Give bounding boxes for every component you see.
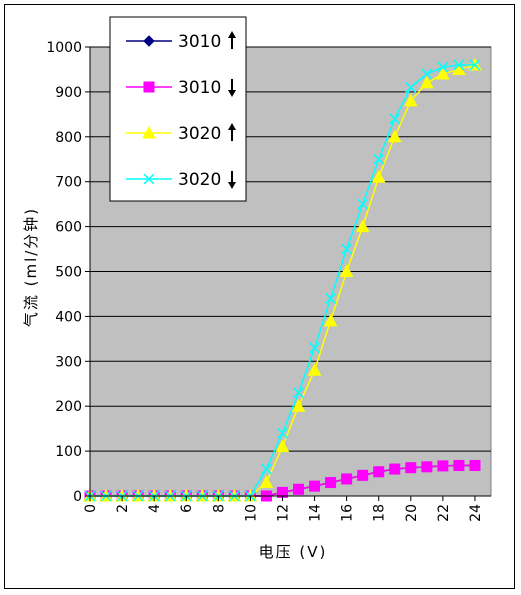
x-tick-label-6: 6: [179, 504, 195, 513]
x-tick-label-12: 12: [275, 504, 291, 522]
y-tick-label-200: 200: [55, 399, 82, 415]
series-3020-down-point: [309, 342, 321, 354]
arrow-up-head-icon: [228, 31, 236, 38]
series-3020-up-point: [323, 313, 338, 327]
y-tick-label-400: 400: [55, 309, 82, 325]
x-tick-label-8: 8: [211, 504, 227, 513]
y-tick-label-700: 700: [55, 175, 82, 191]
series-3020-down-point: [373, 153, 385, 165]
series-3020-down-point: [260, 463, 272, 475]
legend-label: 3010: [178, 32, 221, 52]
series-3020-up-point: [371, 170, 386, 183]
x-tick-label-22: 22: [436, 504, 452, 522]
y-tick-label-300: 300: [55, 354, 82, 370]
series-3010-down-point: [293, 483, 305, 495]
x-tick-label-20: 20: [404, 504, 420, 522]
y-tick-label-900: 900: [55, 85, 82, 101]
series-3020-down-point: [276, 427, 289, 439]
legend-swatch-marker: [143, 81, 155, 93]
series-3020-up-point: [291, 399, 306, 412]
arrow-down-head-icon: [228, 182, 236, 189]
x-axis-title: 电压 (V): [259, 543, 328, 561]
series-3020-down-point: [453, 59, 465, 71]
series-3020-down-point: [341, 243, 353, 255]
series-3020-down-point: [421, 68, 433, 80]
x-tick-label-18: 18: [372, 504, 388, 522]
series-3010-down-point: [373, 466, 385, 478]
y-tick-label-800: 800: [55, 130, 82, 146]
series-3020-up-point: [259, 475, 274, 489]
y-tick-label-1000: 1000: [46, 40, 82, 56]
legend-label: 3010: [178, 78, 221, 98]
arrow-up-head-icon: [228, 123, 236, 130]
legend-label: 3020: [178, 170, 221, 190]
y-tick-label-0: 0: [73, 489, 82, 505]
series-3020-up-point: [307, 363, 322, 376]
y-tick-label-100: 100: [55, 444, 82, 460]
x-tick-label-14: 14: [308, 504, 324, 522]
y-tick-label-500: 500: [55, 265, 82, 281]
series-3020-down-point: [325, 292, 337, 304]
x-tick-label-4: 4: [147, 504, 163, 513]
series-3020-up-point: [436, 66, 450, 80]
y-axis-title: 气流 (ml/分钟): [22, 207, 40, 327]
series-3010-down-point: [437, 460, 449, 472]
series-3010-down-point: [357, 469, 369, 481]
series-3010-down-point: [405, 462, 417, 474]
series-3020-up-point: [339, 264, 354, 277]
legend-item-3010-up: 3010: [126, 31, 236, 52]
series-3020-down-point: [469, 59, 481, 71]
series-3020-down-point: [437, 61, 449, 73]
series-3010-down-point: [421, 461, 433, 473]
chart-frame: 0 100 200 300 400 500 600 700 800 900 1000 0 2 4 6 8 10 1…: [4, 4, 515, 589]
legend-swatch-marker: [142, 125, 156, 139]
series-3020-up-point: [403, 93, 418, 107]
legend-item-3020-up: 3020: [126, 123, 236, 144]
series-3020-down-point: [389, 113, 401, 125]
series-3020-down-point: [292, 387, 305, 399]
series-3020-up-point: [419, 75, 434, 89]
x-tick-label-16: 16: [340, 504, 356, 522]
x-tick-label-24: 24: [468, 504, 484, 522]
series-3020-down-point: [405, 81, 417, 93]
legend-item-3020-down: 3020: [126, 170, 236, 190]
y-tick-label-600: 600: [55, 220, 82, 236]
series-3010-down-point: [325, 477, 337, 489]
series-3020-down-point: [357, 198, 369, 210]
x-tick-label-0: 0: [83, 504, 99, 513]
series-3010-down-point: [453, 459, 465, 471]
legend-swatch-marker: [143, 35, 155, 47]
legend-item-3010-down: 3010: [126, 78, 236, 98]
legend-swatch-marker: [143, 173, 155, 185]
series-3020-up-point: [275, 439, 290, 453]
series-3020-up-point: [387, 129, 402, 143]
x-tick-label-2: 2: [115, 504, 131, 513]
legend-box: [109, 16, 247, 202]
series-3010-down-point: [341, 473, 353, 485]
series-3020-up-point: [355, 219, 370, 233]
series-3010-down-point: [309, 480, 321, 492]
arrow-down-head-icon: [228, 90, 236, 97]
x-tick-label-10: 10: [243, 504, 259, 522]
legend-label: 3020: [178, 124, 221, 144]
series-3010-down-point: [389, 463, 401, 475]
series-3010-down-point: [469, 459, 481, 471]
